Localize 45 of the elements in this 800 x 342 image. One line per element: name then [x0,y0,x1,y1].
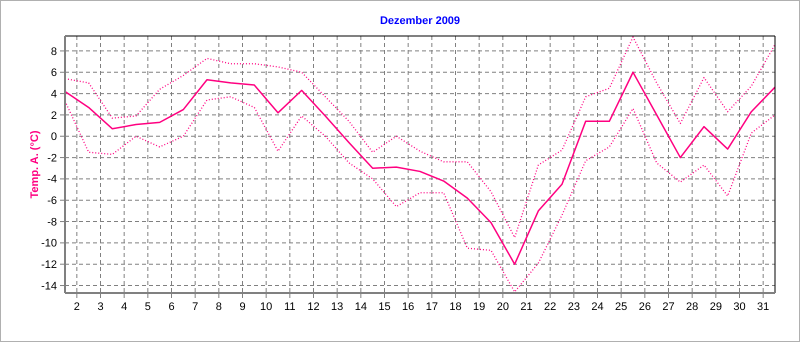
x-tick-label: 16 [402,301,414,313]
x-tick-label: 10 [260,301,272,313]
x-tick-label: 23 [568,301,580,313]
chart-title: Dezember 2009 [380,15,460,27]
x-tick-label: 20 [496,301,509,313]
x-tick-label: 17 [426,301,438,313]
y-tick-label: -10 [41,238,57,250]
x-tick-label: 9 [239,301,246,313]
x-tick-label: 28 [686,301,698,313]
x-tick-label: 26 [638,301,651,313]
y-tick-label: 0 [50,131,57,144]
x-tick-label: 30 [733,301,746,313]
y-tick-label: -14 [41,280,57,292]
x-tick-label: 24 [591,301,604,313]
x-tick-label: 8 [216,301,222,313]
x-tick-label: 7 [192,301,198,313]
x-tick-label: 5 [144,301,151,313]
x-tick-label: 4 [121,301,128,313]
x-tick-label: 14 [354,301,367,313]
y-tick-label: 8 [50,46,57,58]
y-axis-title: Temp. A. (°C) [29,130,41,198]
line-series [64,72,776,265]
y-tick-label: -4 [47,174,57,186]
x-tick-label: 22 [544,301,556,313]
y-tick-label: -6 [47,195,57,208]
x-tick-label: 2 [74,301,80,313]
x-tick-label: 29 [710,301,722,313]
x-tick-label: 6 [168,301,175,313]
x-tick-label: 11 [284,301,296,313]
y-tick-label: 4 [50,88,57,100]
x-tick-label: 31 [757,301,770,313]
x-tick-label: 3 [97,301,104,313]
x-tick-label: 18 [449,301,462,313]
y-tick-label: -8 [47,216,57,228]
y-tick-label: 2 [50,110,57,122]
x-tick-label: 19 [473,301,486,313]
x-tick-label: 15 [378,301,391,313]
y-tick-label: -2 [47,152,57,164]
x-tick-label: 13 [331,301,344,313]
x-tick-label: 27 [662,301,675,313]
x-tick-label: 25 [615,301,628,313]
x-tick-label: 21 [520,301,533,313]
x-tick-label: 12 [307,301,320,313]
y-tick-label: -12 [41,259,57,272]
y-tick-label: 6 [50,67,57,80]
